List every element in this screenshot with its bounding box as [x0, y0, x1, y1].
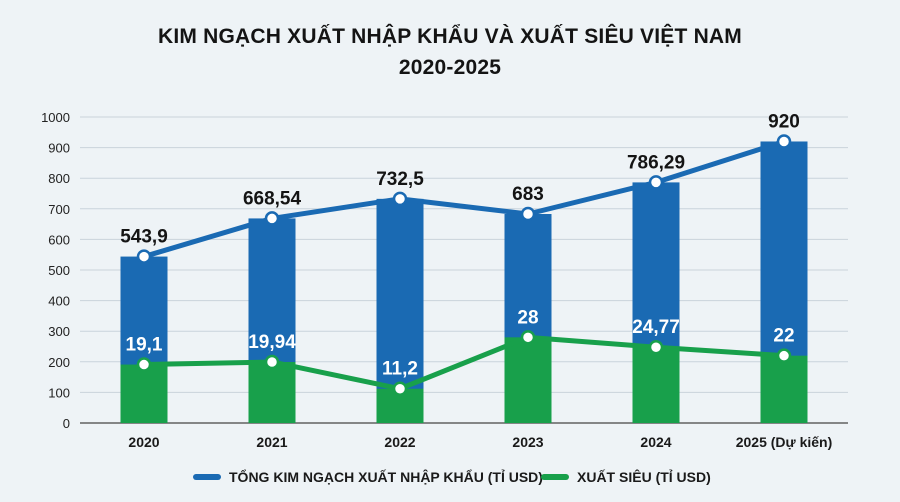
x-tick-label: 2022 — [384, 434, 415, 450]
data-label-total: 786,29 — [627, 152, 685, 173]
point-surplus — [520, 330, 536, 345]
point-total — [776, 134, 792, 149]
data-label-surplus: 24,77 — [632, 317, 680, 338]
point-surplus — [648, 339, 664, 355]
data-label-surplus: 19,1 — [126, 335, 163, 356]
bar-surplus — [120, 364, 168, 423]
bar-surplus — [760, 355, 808, 423]
data-label-total: 543,9 — [120, 227, 168, 248]
data-label-surplus: 28 — [517, 307, 538, 328]
point-surplus — [264, 354, 280, 370]
y-tick-label: 400 — [48, 294, 70, 309]
chart-subtitle: 2020-2025 — [398, 56, 502, 79]
legend-item-total: TỔNG KIM NGẠCH XUẤT NHẬP KHẨU (TỈ USD) — [193, 469, 543, 485]
y-tick-label: 500 — [48, 263, 70, 278]
point-total — [520, 206, 536, 222]
x-tick-label: 2023 — [512, 434, 543, 450]
bar-surplus — [504, 337, 552, 423]
bar-surplus — [248, 361, 296, 423]
x-tick-label: 2021 — [256, 434, 287, 450]
data-label-surplus: 19,94 — [248, 332, 296, 353]
legend-label-surplus: XUẤT SIÊU (TỈ USD) — [577, 469, 711, 485]
y-tick-label: 0 — [63, 416, 70, 431]
legend-label-total: TỔNG KIM NGẠCH XUẤT NHẬP KHẨU (TỈ USD) — [229, 469, 543, 485]
point-total — [136, 249, 152, 264]
x-tick-label: 2024 — [640, 434, 671, 450]
y-tick-label: 300 — [48, 324, 70, 339]
x-tick-label: 2020 — [128, 434, 159, 450]
data-label-total: 668,54 — [243, 188, 302, 209]
bar-surplus — [632, 347, 680, 423]
chart-title: KIM NGẠCH XUẤT NHẬP KHẨU VÀ XUẤT SIÊU VI… — [157, 25, 742, 48]
line-total — [141, 138, 787, 260]
point-surplus — [392, 381, 408, 396]
legend-item-surplus: XUẤT SIÊU (TỈ USD) — [541, 469, 711, 485]
data-label-total: 732,5 — [376, 169, 424, 190]
data-label-surplus: 22 — [773, 326, 794, 347]
y-tick-label: 200 — [48, 355, 70, 370]
data-label-total: 683 — [512, 184, 544, 205]
point-total — [392, 191, 408, 207]
line-surplus — [141, 334, 787, 392]
y-tick-label: 700 — [48, 202, 70, 217]
x-tick-label: 2025 (Dự kiến) — [736, 434, 833, 450]
point-total — [264, 211, 280, 226]
chart-legend: TỔNG KIM NGẠCH XUẤT NHẬP KHẨU (TỈ USD) X… — [0, 469, 900, 493]
y-tick-label: 800 — [48, 171, 70, 186]
y-tick-label: 600 — [48, 232, 70, 247]
data-label-total: 920 — [768, 111, 800, 132]
y-tick-label: 100 — [48, 385, 70, 400]
y-tick-label: 900 — [48, 141, 70, 156]
legend-swatch-surplus — [541, 474, 569, 480]
point-surplus — [776, 348, 792, 363]
point-surplus — [136, 357, 152, 372]
point-total — [648, 175, 664, 190]
legend-swatch-total — [193, 474, 221, 480]
data-label-surplus: 11,2 — [382, 359, 418, 380]
y-tick-label: 1000 — [41, 110, 70, 125]
